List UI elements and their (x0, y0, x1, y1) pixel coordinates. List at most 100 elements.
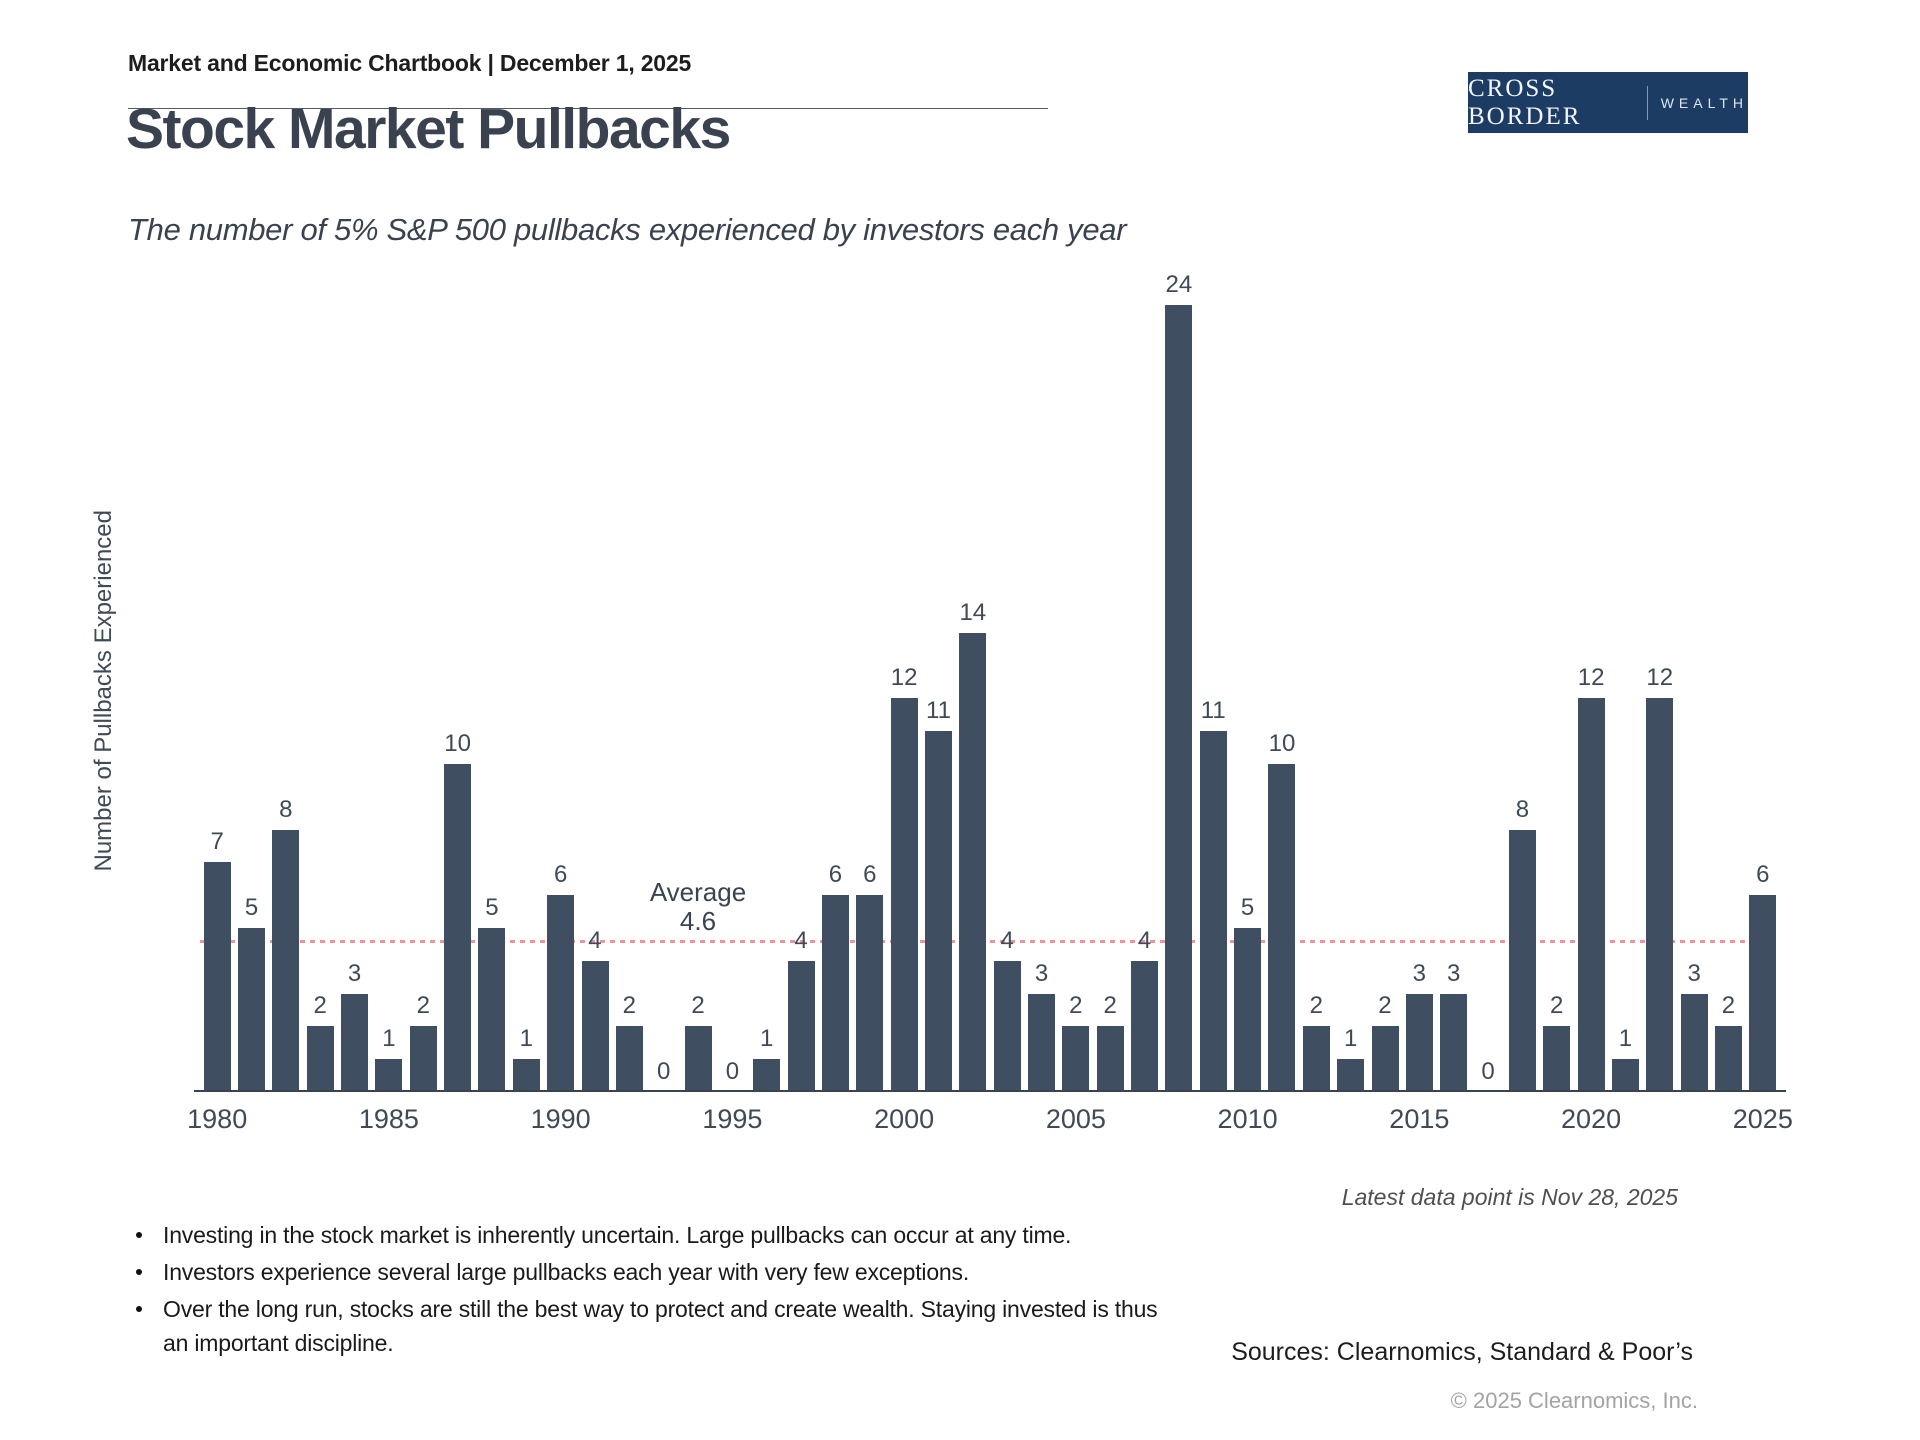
bar-value-1990: 6 (553, 861, 568, 889)
average-label-text: Average (649, 876, 747, 907)
copyright-note: © 2025 Clearnomics, Inc. (1450, 1388, 1698, 1413)
logo-primary-text: CROSS BORDER (1468, 74, 1582, 130)
bar-value-2023: 3 (1687, 959, 1701, 987)
bar-value-2000: 12 (890, 664, 918, 692)
x-axis-tick-2005: 2005 (1045, 1104, 1106, 1134)
bar-1991 (581, 960, 609, 1092)
bar-value-2020: 12 (1577, 664, 1605, 692)
bar-value-1995: 0 (725, 1058, 740, 1085)
x-axis-tick-1990: 1990 (530, 1104, 591, 1134)
bar-value-1988: 5 (485, 894, 499, 921)
bar-value-2024: 2 (1721, 992, 1736, 1020)
sources-note: Sources: Clearnomics, Standard & Poor’s (1231, 1338, 1693, 1366)
bar-1999 (856, 895, 884, 1092)
bar-value-2019: 2 (1550, 992, 1564, 1020)
bar-2002 (959, 632, 987, 1092)
bullet-dot (136, 1269, 142, 1275)
bar-2014 (1371, 1026, 1399, 1092)
bar-1990 (547, 895, 575, 1092)
bar-value-1997: 4 (794, 926, 808, 954)
pullbacks-bar-chart: Number of Pullbacks Experienced Average … (0, 270, 1920, 1152)
logo-divider (1646, 85, 1648, 120)
bar-value-1985: 1 (382, 1025, 396, 1053)
page-subtitle: The number of 5% S&P 500 pullbacks exper… (128, 212, 1127, 247)
bar-value-2016: 3 (1447, 959, 1461, 987)
x-axis-tick-1985: 1985 (358, 1104, 419, 1134)
bar-value-1986: 2 (416, 992, 430, 1020)
bar-value-2001: 11 (926, 697, 951, 725)
bar-2005 (1062, 1026, 1090, 1092)
x-axis-line (194, 1090, 1786, 1092)
bar-value-2022: 12 (1646, 664, 1674, 692)
bar-value-2014: 2 (1378, 992, 1392, 1020)
x-axis-tick-2020: 2020 (1561, 1104, 1622, 1134)
x-axis-tick-2000: 2000 (874, 1104, 935, 1134)
bar-value-1984: 3 (347, 959, 362, 987)
bar-value-2013: 1 (1343, 1025, 1358, 1053)
bar-2000 (890, 698, 918, 1092)
bar-2016 (1440, 993, 1468, 1092)
logo: CROSS BORDER WEALTH (1468, 72, 1748, 133)
bar-1980 (203, 862, 231, 1092)
bar-2020 (1577, 698, 1605, 1092)
x-axis-tick-2025: 2025 (1732, 1104, 1793, 1134)
bar-2015 (1405, 993, 1433, 1092)
bar-value-2005: 2 (1069, 992, 1083, 1020)
bar-value-2015: 3 (1412, 959, 1427, 987)
bar-1992 (615, 1026, 643, 1092)
bar-value-1981: 5 (244, 894, 259, 921)
bar-value-2008: 24 (1165, 270, 1193, 298)
bar-value-1999: 6 (863, 861, 877, 889)
bar-1983 (306, 1026, 334, 1092)
bar-value-1994: 2 (691, 992, 705, 1020)
note-item-1: Investing in the stock market is inheren… (136, 1218, 1166, 1252)
bar-2023 (1680, 993, 1708, 1092)
bar-value-2025: 6 (1756, 861, 1770, 889)
bar-value-2002: 14 (959, 598, 987, 626)
bar-value-2009: 11 (1200, 697, 1226, 725)
bar-1985 (375, 1059, 403, 1092)
average-line: Average 4.6 (200, 877, 1780, 943)
bar-value-2017: 0 (1481, 1058, 1495, 1085)
bar-1996 (753, 1059, 781, 1092)
bar-value-2003: 4 (1000, 926, 1014, 954)
bar-1994 (684, 1026, 712, 1092)
x-axis-tick-2015: 2015 (1389, 1104, 1450, 1134)
bar-value-1987: 10 (444, 730, 471, 757)
bar-1986 (409, 1026, 437, 1092)
bar-1987 (444, 764, 472, 1092)
x-axis-tick-2010: 2010 (1217, 1104, 1278, 1134)
bar-2012 (1302, 1026, 1330, 1092)
bar-1988 (478, 928, 506, 1092)
average-label-value: 4.6 (679, 905, 717, 936)
bar-value-1982: 8 (279, 795, 293, 823)
bullet-dot (136, 1306, 142, 1312)
bar-value-1992: 2 (622, 992, 637, 1020)
bar-1984 (341, 993, 369, 1092)
average-label: Average 4.6 (633, 876, 763, 936)
chartbook-header-title: Market and Economic Chartbook | December… (128, 50, 692, 76)
bar-value-1996: 1 (760, 1025, 774, 1053)
bar-value-2018: 8 (1515, 795, 1530, 823)
bar-2011 (1268, 764, 1296, 1092)
bar-2009 (1199, 731, 1227, 1092)
header-divider (128, 108, 1048, 109)
bar-value-1998: 6 (828, 861, 843, 889)
bar-2013 (1337, 1059, 1365, 1092)
logo-secondary-text: WEALTH (1660, 94, 1748, 111)
bar-2019 (1543, 1026, 1571, 1092)
bar-value-1989: 1 (519, 1025, 533, 1053)
x-axis-tick-1980: 1980 (187, 1104, 248, 1134)
bar-1998 (821, 895, 849, 1092)
note-text-2: Investors experience several large pullb… (163, 1259, 970, 1285)
bar-2008 (1165, 304, 1193, 1092)
bar-1981 (238, 928, 266, 1092)
note-item-3: Over the long run, stocks are still the … (136, 1292, 1166, 1360)
note-item-2: Investors experience several large pullb… (136, 1255, 1166, 1289)
bar-value-1993: 0 (657, 1058, 671, 1085)
bar-value-2004: 3 (1034, 959, 1049, 987)
bar-2004 (1028, 993, 1056, 1092)
bar-1982 (272, 829, 300, 1092)
bar-2025 (1749, 895, 1777, 1092)
page-title: Stock Market Pullbacks (126, 97, 731, 161)
